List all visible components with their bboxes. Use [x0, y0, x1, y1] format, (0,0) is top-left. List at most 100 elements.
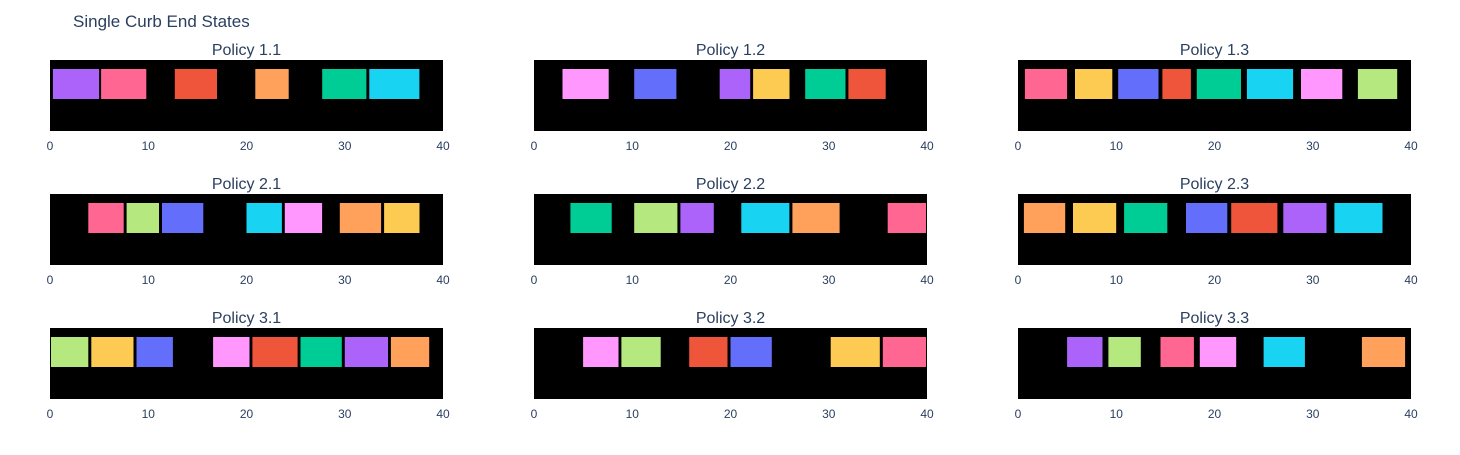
bar-segment	[1301, 69, 1343, 99]
subplot: Policy 3.2 0 10 20 30 40	[531, 310, 934, 421]
bar-segment	[1357, 69, 1398, 99]
bar-segment	[1186, 203, 1228, 233]
bar-segment	[805, 69, 846, 99]
bar-segment	[1067, 337, 1103, 367]
bar-segment	[634, 69, 677, 99]
x-tick-label: 40	[436, 273, 450, 287]
bar-segment	[634, 203, 678, 233]
bar-segment	[284, 203, 323, 233]
bar-segment	[792, 203, 840, 233]
x-tick-label: 30	[338, 139, 352, 153]
bar-segment	[162, 203, 204, 233]
bar-segment	[88, 203, 124, 233]
x-tick-label: 0	[1015, 407, 1022, 421]
x-tick-label: 10	[1110, 407, 1124, 421]
bar-segment	[848, 69, 886, 99]
bar-segment	[1118, 69, 1159, 99]
bar-segment	[91, 337, 134, 367]
bar-segment	[562, 69, 609, 99]
x-tick-label: 20	[1208, 407, 1222, 421]
bar-segment	[1246, 69, 1294, 99]
x-tick-label: 30	[822, 407, 836, 421]
x-tick-label: 0	[1015, 139, 1022, 153]
bar-segment	[101, 69, 147, 99]
bar-segment	[741, 203, 790, 233]
bar-segment	[1108, 337, 1141, 367]
x-tick-label: 20	[724, 407, 738, 421]
bar-segment	[1263, 337, 1305, 367]
bar-segment	[621, 337, 661, 367]
x-tick-label: 40	[1404, 139, 1418, 153]
x-tick-label: 40	[920, 407, 934, 421]
bar-segment	[689, 337, 728, 367]
x-tick-label: 40	[1404, 407, 1418, 421]
subplot-title: Policy 2.1	[212, 176, 281, 193]
bar-segment	[1073, 203, 1117, 233]
x-tick-label: 20	[724, 139, 738, 153]
bar-segment	[246, 203, 282, 233]
bar-segment	[252, 337, 298, 367]
x-tick-label: 20	[240, 273, 254, 287]
bar-segment	[384, 203, 420, 233]
x-tick-label: 10	[1110, 273, 1124, 287]
bar-segment	[136, 337, 173, 367]
bar-segment	[213, 337, 250, 367]
x-tick-label: 30	[338, 407, 352, 421]
bar-segment	[1124, 203, 1168, 233]
subplot-title: Policy 3.2	[696, 310, 765, 327]
bar-segment	[390, 337, 430, 367]
subplot: Policy 2.3 0 10 20 30 40	[1015, 176, 1418, 287]
bar-segment	[1283, 203, 1327, 233]
x-tick-label: 40	[920, 139, 934, 153]
bar-segment	[1024, 69, 1068, 99]
x-tick-label: 30	[1306, 139, 1320, 153]
subplot-title: Policy 2.2	[696, 176, 765, 193]
x-tick-label: 10	[1110, 139, 1124, 153]
x-tick-label: 40	[436, 407, 450, 421]
x-tick-label: 20	[1208, 139, 1222, 153]
subplot: Policy 3.1 0 10 20 30 40	[47, 310, 450, 421]
x-tick-label: 10	[626, 407, 640, 421]
subplot: Policy 3.3 0 10 20 30 40	[1015, 310, 1418, 421]
subplot-title: Policy 2.3	[1180, 176, 1249, 193]
x-tick-label: 0	[47, 273, 54, 287]
x-tick-label: 30	[822, 273, 836, 287]
bar-segment	[51, 337, 89, 367]
bar-segment	[730, 337, 772, 367]
bar-segment	[322, 69, 367, 99]
bar-segment	[753, 69, 790, 99]
bar-segment	[583, 337, 619, 367]
x-tick-label: 0	[47, 139, 54, 153]
x-tick-label: 30	[1306, 273, 1320, 287]
x-tick-label: 30	[822, 139, 836, 153]
x-tick-label: 20	[240, 407, 254, 421]
x-tick-label: 30	[338, 273, 352, 287]
x-tick-label: 0	[1015, 273, 1022, 287]
bar-segment	[882, 337, 926, 367]
subplot: Policy 1.3 0 10 20 30 40	[1015, 42, 1418, 153]
x-tick-label: 30	[1306, 407, 1320, 421]
bar-segment	[126, 203, 159, 233]
x-tick-label: 40	[920, 273, 934, 287]
bar-segment	[344, 337, 388, 367]
bar-segment	[1231, 203, 1278, 233]
x-tick-label: 10	[142, 139, 156, 153]
chart-title: Single Curb End States	[73, 12, 250, 31]
bar-segment	[719, 69, 751, 99]
bar-segment	[1196, 69, 1241, 99]
x-tick-label: 10	[142, 407, 156, 421]
subplot: Policy 2.2 0 10 20 30 40	[531, 176, 934, 287]
bar-segment	[830, 337, 880, 367]
x-tick-label: 40	[436, 139, 450, 153]
subplot: Policy 2.1 0 10 20 30 40	[47, 176, 450, 287]
bar-segment	[339, 203, 382, 233]
x-tick-label: 40	[1404, 273, 1418, 287]
bar-segment	[1334, 203, 1383, 233]
bar-segment	[1075, 69, 1113, 99]
subplot-title: Policy 1.1	[212, 42, 281, 59]
bar-segment	[1361, 337, 1406, 367]
bar-segment	[1162, 69, 1191, 99]
subplot-title: Policy 1.2	[696, 42, 765, 59]
